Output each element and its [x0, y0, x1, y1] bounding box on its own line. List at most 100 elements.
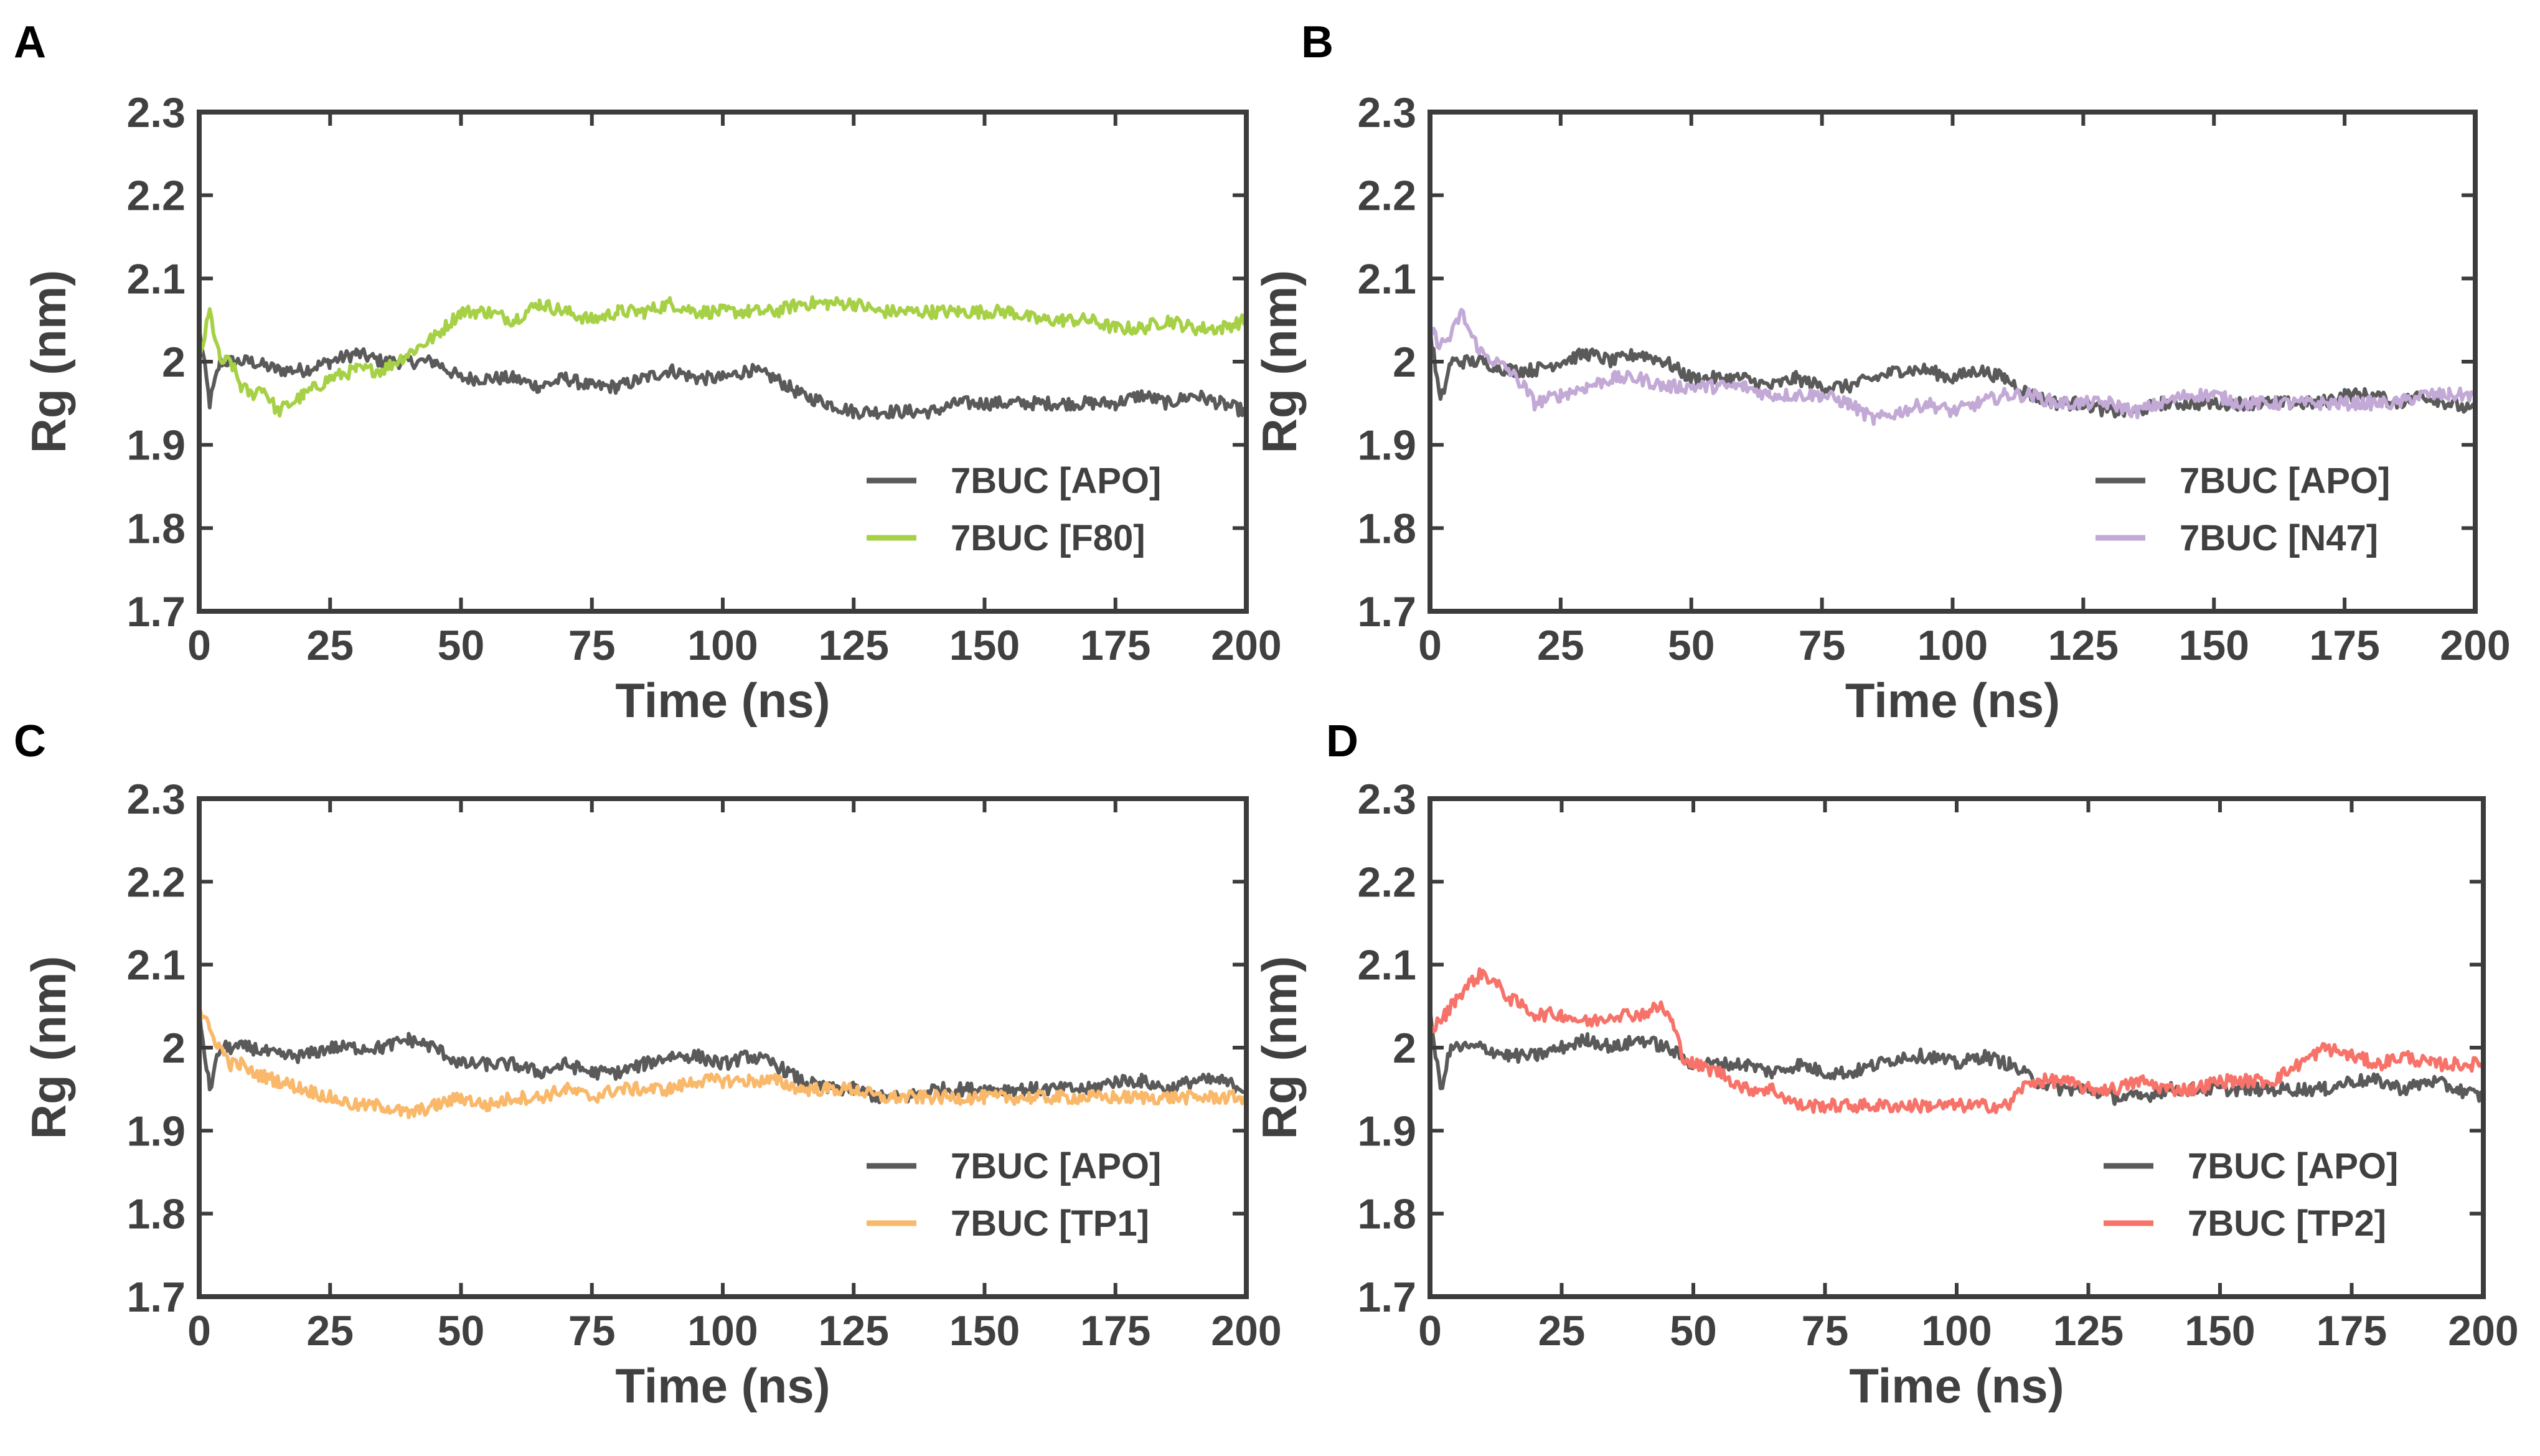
x-tick-label: 150 — [949, 622, 1020, 669]
x-tick-label: 25 — [306, 1307, 354, 1355]
x-tick-label: 75 — [568, 1307, 616, 1355]
legend-label: 7BUC [APO] — [2188, 1146, 2398, 1186]
y-tick-label: 2.3 — [126, 776, 186, 823]
y-tick-label: 1.9 — [126, 1107, 186, 1155]
x-tick-label: 175 — [1080, 1307, 1150, 1355]
series-line-7buc-apo — [199, 1010, 1246, 1104]
y-tick-label: 1.9 — [1357, 422, 1416, 469]
x-tick-label: 100 — [1917, 622, 1988, 669]
y-tick-label: 2.1 — [126, 942, 186, 989]
y-axis-label: Rg (nm) — [21, 270, 76, 454]
x-tick-label: 0 — [1418, 622, 1442, 669]
series-line-7buc-tp1 — [199, 1006, 1246, 1119]
y-tick-label: 2.2 — [126, 172, 186, 220]
legend-label: 7BUC [F80] — [951, 518, 1145, 558]
x-tick-label: 0 — [187, 622, 211, 669]
series-line-7buc-apo — [199, 326, 1246, 420]
x-tick-label: 25 — [1537, 622, 1584, 669]
y-tick-label: 2.3 — [1357, 776, 1416, 823]
x-tick-label: 0 — [1418, 1307, 1442, 1355]
x-axis-label: Time (ns) — [615, 673, 830, 728]
x-tick-label: 75 — [1799, 622, 1846, 669]
y-axis-label: Rg (nm) — [1252, 956, 1307, 1140]
y-tick-label: 2.2 — [1357, 858, 1416, 906]
y-tick-label: 2.1 — [1357, 255, 1416, 303]
x-tick-label: 50 — [438, 1307, 485, 1355]
x-tick-label: 0 — [187, 1307, 211, 1355]
y-tick-label: 2.1 — [1357, 942, 1416, 989]
x-tick-label: 125 — [2048, 622, 2119, 669]
y-tick-label: 2.3 — [126, 89, 186, 136]
y-tick-label: 1.7 — [1357, 1274, 1416, 1321]
panel-letter: A — [14, 17, 46, 67]
x-tick-label: 175 — [2309, 622, 2379, 669]
legend-label: 7BUC [N47] — [2180, 518, 2378, 558]
x-tick-label: 50 — [1668, 622, 1715, 669]
y-axis-label: Rg (nm) — [21, 956, 76, 1140]
panel-letter: B — [1301, 17, 1334, 67]
panel-c: C 0 25 50 75 100 125 150 175 200 1.7 1.8 1.9 2 2.1 2.2 2… — [14, 716, 1282, 1413]
x-tick-label: 150 — [2179, 622, 2249, 669]
legend-label: 7BUC [TP1] — [951, 1203, 1149, 1244]
legend-label: 7BUC [APO] — [951, 1146, 1161, 1186]
y-tick-label: 1.7 — [126, 588, 186, 636]
y-tick-label: 2.2 — [1357, 172, 1416, 220]
legend-label: 7BUC [APO] — [951, 461, 1161, 501]
x-tick-label: 50 — [1670, 1307, 1717, 1355]
x-tick-label: 75 — [1802, 1307, 1849, 1355]
series-line-7buc-tp2 — [1430, 967, 2483, 1114]
x-tick-label: 175 — [1080, 622, 1150, 669]
panel-a: A 0 25 50 75 100 125 150 175 200 1.7 1.8 1.9 2 2.1 2.2 2… — [14, 17, 1282, 728]
y-tick-label: 1.8 — [1357, 505, 1416, 552]
legend-label: 7BUC [APO] — [2180, 461, 2390, 501]
x-tick-label: 150 — [2185, 1307, 2255, 1355]
x-tick-label: 200 — [1211, 1307, 1281, 1355]
y-tick-label: 2 — [1393, 1025, 1416, 1072]
series-line-7buc-n47 — [1430, 308, 2475, 426]
x-tick-label: 125 — [2053, 1307, 2124, 1355]
series-line-7buc-apo — [1430, 1008, 2483, 1106]
y-tick-label: 2.3 — [1357, 89, 1416, 136]
x-tick-label: 100 — [1921, 1307, 1992, 1355]
x-tick-label: 125 — [819, 1307, 889, 1355]
legend-label: 7BUC [TP2] — [2188, 1203, 2386, 1244]
series-line-7buc-f80 — [199, 295, 1246, 418]
y-tick-label: 2 — [1393, 339, 1416, 386]
y-tick-label: 2 — [162, 339, 186, 386]
legend: 7BUC [APO] 7BUC [N47] — [2096, 461, 2390, 558]
y-tick-label: 1.9 — [1357, 1107, 1416, 1155]
y-axis-label: Rg (nm) — [1252, 270, 1307, 454]
y-tick-label: 1.7 — [126, 1274, 186, 1321]
y-tick-label: 2.1 — [126, 255, 186, 303]
x-tick-label: 100 — [687, 1307, 758, 1355]
x-tick-label: 200 — [2440, 622, 2510, 669]
x-tick-label: 75 — [568, 622, 616, 669]
x-axis-label: Time (ns) — [615, 1358, 830, 1413]
x-axis-label: Time (ns) — [1845, 673, 2060, 728]
legend: 7BUC [APO] 7BUC [TP1] — [867, 1146, 1161, 1244]
legend: 7BUC [APO] 7BUC [F80] — [867, 461, 1161, 558]
panel-letter: D — [1326, 716, 1358, 766]
x-tick-label: 100 — [687, 622, 758, 669]
y-tick-label: 2 — [162, 1025, 186, 1072]
legend: 7BUC [APO] 7BUC [TP2] — [2104, 1146, 2398, 1244]
x-tick-label: 25 — [306, 622, 354, 669]
y-tick-label: 1.7 — [1357, 588, 1416, 636]
y-tick-label: 1.9 — [126, 422, 186, 469]
x-tick-label: 25 — [1538, 1307, 1586, 1355]
y-tick-label: 1.8 — [126, 1191, 186, 1238]
panel-d: D 0 25 50 75 100 125 150 175 200 1.7 1.8 1.9 2 2.1 2.2 2… — [1252, 716, 2519, 1413]
panel-letter: C — [14, 716, 46, 766]
x-tick-label: 125 — [819, 622, 889, 669]
x-tick-label: 50 — [438, 622, 485, 669]
y-tick-label: 2.2 — [126, 858, 186, 906]
y-tick-label: 1.8 — [1357, 1191, 1416, 1238]
x-tick-label: 175 — [2317, 1307, 2387, 1355]
x-axis-label: Time (ns) — [1849, 1358, 2064, 1413]
x-tick-label: 150 — [949, 1307, 1020, 1355]
panel-b: B 0 25 50 75 100 125 150 175 200 1.7 1.8 1.9 2 2.1 2.2 2… — [1252, 17, 2511, 728]
x-tick-label: 200 — [2448, 1307, 2518, 1355]
x-tick-label: 200 — [1211, 622, 1281, 669]
series-line-7buc-apo — [1430, 326, 2475, 419]
